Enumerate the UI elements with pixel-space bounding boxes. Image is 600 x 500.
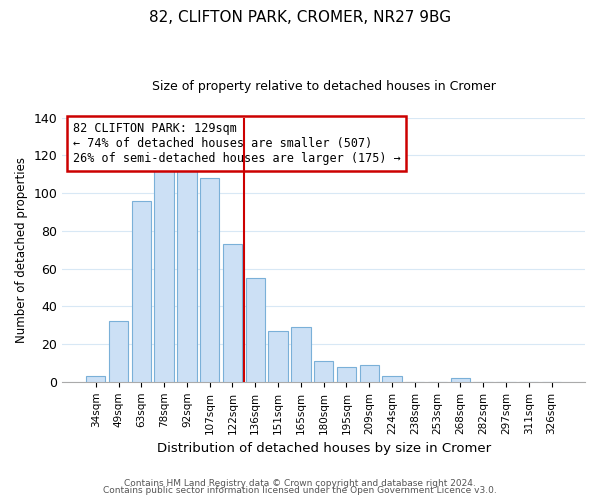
Text: 82 CLIFTON PARK: 129sqm
← 74% of detached houses are smaller (507)
26% of semi-d: 82 CLIFTON PARK: 129sqm ← 74% of detache… <box>73 122 400 164</box>
Bar <box>337 366 356 382</box>
Bar <box>200 178 220 382</box>
Bar <box>245 278 265 382</box>
Bar <box>223 244 242 382</box>
Text: 82, CLIFTON PARK, CROMER, NR27 9BG: 82, CLIFTON PARK, CROMER, NR27 9BG <box>149 10 451 25</box>
Bar <box>359 365 379 382</box>
Bar <box>314 361 334 382</box>
Bar <box>86 376 106 382</box>
Bar <box>451 378 470 382</box>
Bar <box>154 133 174 382</box>
Title: Size of property relative to detached houses in Cromer: Size of property relative to detached ho… <box>152 80 496 93</box>
Y-axis label: Number of detached properties: Number of detached properties <box>15 157 28 343</box>
Bar <box>109 322 128 382</box>
Bar <box>177 133 197 382</box>
X-axis label: Distribution of detached houses by size in Cromer: Distribution of detached houses by size … <box>157 442 491 455</box>
Bar <box>268 331 288 382</box>
Bar <box>382 376 402 382</box>
Text: Contains HM Land Registry data © Crown copyright and database right 2024.: Contains HM Land Registry data © Crown c… <box>124 478 476 488</box>
Text: Contains public sector information licensed under the Open Government Licence v3: Contains public sector information licen… <box>103 486 497 495</box>
Bar <box>291 327 311 382</box>
Bar <box>131 201 151 382</box>
